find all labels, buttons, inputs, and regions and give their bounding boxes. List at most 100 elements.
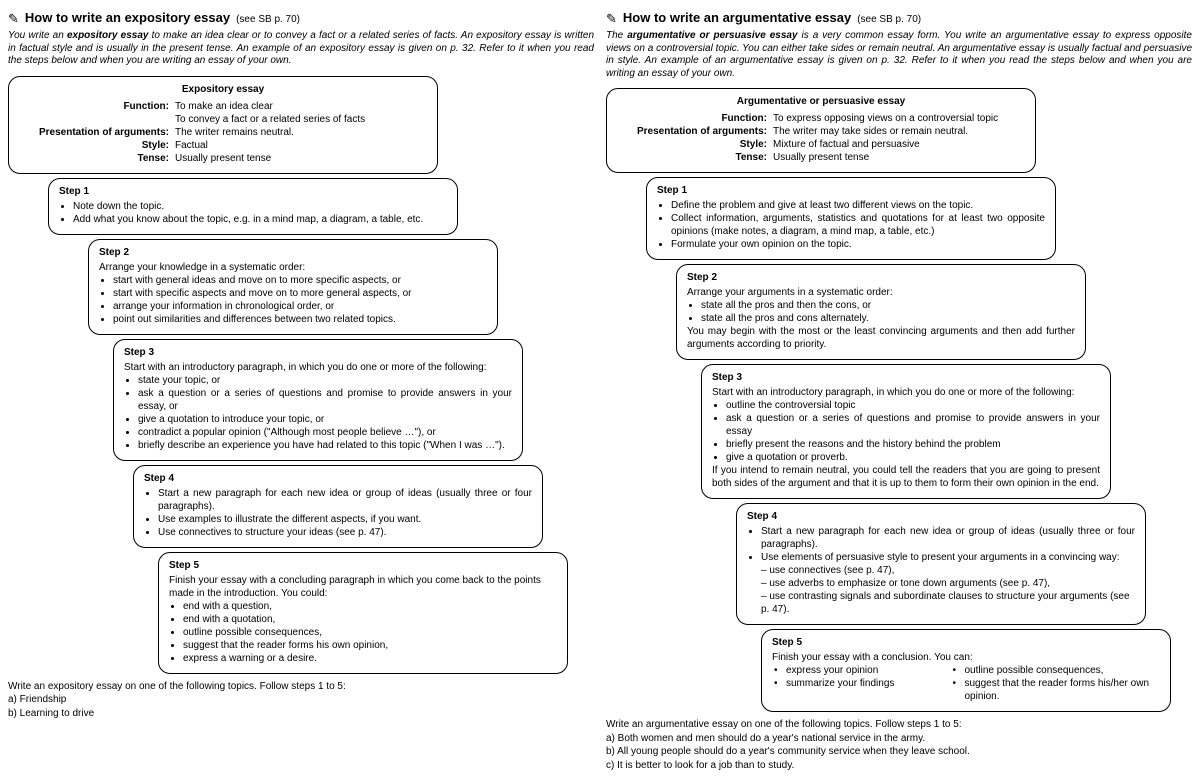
step-title: Step 5 (772, 636, 1160, 649)
step-box: Step 4 Start a new paragraph for each new… (736, 503, 1146, 625)
step-title: Step 5 (169, 559, 557, 572)
kv-val: Usually present tense (773, 151, 1025, 164)
step-title: Step 2 (99, 246, 487, 259)
twocol-row: •summarize your findings•suggest that th… (772, 677, 1160, 703)
bullet: end with a question, (183, 600, 557, 613)
kv-key: Presentation of arguments: (617, 125, 767, 138)
right-main-box: Argumentative or persuasive essay Functi… (606, 88, 1036, 173)
left-main-rows: Function:To make an idea clearTo convey … (19, 100, 427, 165)
left-heading: ✎ How to write an expository essay (see … (8, 10, 594, 26)
step-title: Step 4 (747, 510, 1135, 523)
bullet: Add what you know about the topic, e.g. … (73, 213, 447, 226)
step-box: Step 5Finish your essay with a conclusio… (761, 629, 1171, 712)
kv-row: Tense: Usually present tense (617, 151, 1025, 164)
step-box: Step 3Start with an introductory paragra… (113, 339, 523, 461)
right-column: ✎ How to write an argumentative essay (s… (606, 10, 1192, 772)
footer-line: b) All young people should do a year's c… (606, 745, 1192, 759)
kv-key: Function: (19, 100, 169, 126)
footer-line: c) It is better to look for a job than t… (606, 759, 1192, 773)
step-lead: Start with an introductory paragraph, in… (712, 386, 1100, 399)
step-bullets: outline the controversial topicask a que… (712, 399, 1100, 464)
left-ref: (see SB p. 70) (236, 14, 300, 25)
step-box: Step 5 Finish your essay with a concludin… (158, 552, 568, 674)
step-title: Step 2 (687, 271, 1075, 284)
step-lead: Arrange your knowledge in a systematic o… (99, 261, 487, 274)
pencil-icon: ✎ (8, 11, 19, 27)
step-title: Step 3 (124, 346, 512, 359)
step-bullets: Start a new paragraph for each new idea … (747, 525, 1135, 564)
kv-val: To express opposing views on a controver… (773, 112, 1025, 125)
right-intro: The argumentative or persuasive essay is… (606, 30, 1192, 80)
bullet: contradict a popular opinion ("Although … (138, 426, 512, 439)
bullet: state all the pros and then the cons, or (701, 299, 1075, 312)
step-tail: You may begin with the most or the least… (687, 325, 1075, 351)
kv-row: Presentation of arguments: The writer may… (617, 125, 1025, 138)
kv-key: Function: (617, 112, 767, 125)
bullet: ask a question or a series of questions … (138, 387, 512, 413)
step-tail: If you intend to remain neutral, you cou… (712, 464, 1100, 490)
left-column: ✎ How to write an expository essay (see … (8, 10, 594, 772)
kv-key: Style: (19, 139, 169, 152)
bullet: point out similarities and differences b… (113, 313, 487, 326)
bullet: give a quotation or proverb. (726, 451, 1100, 464)
bullet: Use elements of persuasive style to pres… (761, 551, 1135, 564)
dash-item: use contrasting signals and subordinate … (761, 590, 1135, 616)
dash-item: use adverbs to emphasize or tone down ar… (761, 577, 1135, 590)
twocol-right: •suggest that the reader forms his/her o… (950, 677, 1160, 703)
step-title: Step 1 (657, 184, 1045, 197)
bullet: suggest that the reader forms his own op… (183, 639, 557, 652)
step-bullets: state all the pros and then the cons, or… (687, 299, 1075, 325)
kv-key: Tense: (617, 151, 767, 164)
bullet: briefly describe an experience you have … (138, 439, 512, 452)
kv-key: Presentation of arguments: (19, 126, 169, 139)
footer-line: a) Friendship (8, 693, 594, 707)
step-dashes: use connectives (see p. 47),use adverbs … (747, 564, 1135, 616)
twocol-left: •summarize your findings (772, 677, 950, 703)
bullet: Use examples to illustrate the different… (158, 513, 532, 526)
left-footer-lead: Write an expository essay on one of the … (8, 680, 594, 694)
step-box: Step 2 Arrange your knowledge in a system… (88, 239, 498, 335)
left-footer-items: a) Friendshipb) Learning to drive (8, 693, 594, 720)
kv-val: The writer remains neutral. (175, 126, 427, 139)
step-bullets: end with a question,end with a quotation… (169, 600, 557, 665)
step-bullets: state your topic, orask a question or a … (124, 374, 512, 452)
kv-val: Factual (175, 139, 427, 152)
left-title: How to write an expository essay (25, 10, 230, 25)
bullet: ask a question or a series of questions … (726, 412, 1100, 438)
dash-item: use connectives (see p. 47), (761, 564, 1135, 577)
left-footer: Write an expository essay on one of the … (8, 680, 594, 721)
step-lead: Finish your essay with a concluding para… (169, 574, 557, 600)
left-steps: Step 1Note down the topic.Add what you k… (8, 178, 594, 674)
kv-row: Style: Factual (19, 139, 427, 152)
twocol-right: •outline possible consequences, (950, 664, 1160, 677)
bullet: outline possible consequences, (183, 626, 557, 639)
bullet: Note down the topic. (73, 200, 447, 213)
bullet: state your topic, or (138, 374, 512, 387)
kv-row: Style:Mixture of factual and persuasive (617, 138, 1025, 151)
step-twocol: •express your opinion•outline possible c… (772, 664, 1160, 703)
pencil-icon: ✎ (606, 11, 617, 27)
step-box: Step 2Arrange your arguments in a system… (676, 264, 1086, 360)
kv-row: Tense:Usually present tense (19, 152, 427, 165)
right-footer-lead: Write an argumentative essay on one of t… (606, 718, 1192, 732)
step-bullets: start with general ideas and move on to … (99, 274, 487, 326)
left-intro: You write an expository essay to make an… (8, 30, 594, 68)
right-main-rows: Function: To express opposing views on a … (617, 112, 1025, 164)
bullet: express a warning or a desire. (183, 652, 557, 665)
step-box: Step 1Define the problem and give at lea… (646, 177, 1056, 260)
bullet: Formulate your own opinion on the topic. (671, 238, 1045, 251)
bullet: state all the pros and cons alternately. (701, 312, 1075, 325)
kv-val: The writer may take sides or remain neut… (773, 125, 1025, 138)
bullet: outline the controversial topic (726, 399, 1100, 412)
footer-line: a) Both women and men should do a year's… (606, 732, 1192, 746)
bullet: start with specific aspects and move on … (113, 287, 487, 300)
right-main-title: Argumentative or persuasive essay (617, 95, 1025, 108)
right-footer-items: a) Both women and men should do a year's… (606, 732, 1192, 773)
step-box: Step 3Start with an introductory paragra… (701, 364, 1111, 499)
kv-row: Presentation of arguments: The writer rem… (19, 126, 427, 139)
bullet: end with a quotation, (183, 613, 557, 626)
left-main-box: Expository essay Function:To make an ide… (8, 76, 438, 174)
step-box: Step 4Start a new paragraph for each new… (133, 465, 543, 548)
right-ref: (see SB p. 70) (857, 14, 921, 25)
left-main-title: Expository essay (19, 83, 427, 96)
